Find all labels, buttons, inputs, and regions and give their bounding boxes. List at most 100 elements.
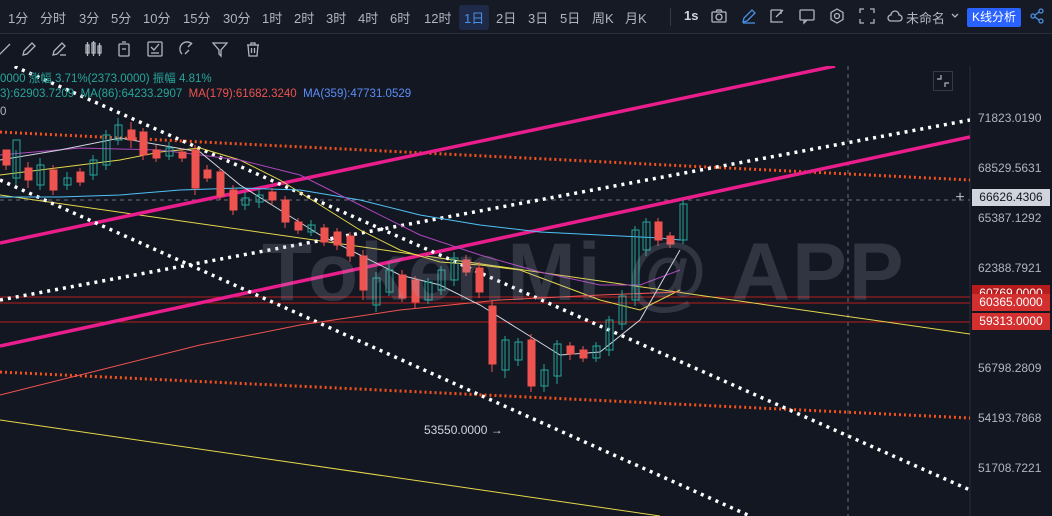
ma-d-value: MA(359):47731.0529 <box>303 88 412 100</box>
white-dotted-trendline-falling-lower <box>0 178 751 516</box>
timeframe-12h[interactable]: 12时 <box>424 11 452 26</box>
candle-body <box>281 199 290 223</box>
candle-body <box>229 189 238 211</box>
ma-legend: 3):62903.7209 MA(86):64233.2907 MA(179):… <box>0 88 411 100</box>
cloud-icon[interactable] <box>886 7 904 25</box>
candle-body <box>165 147 174 157</box>
price-tag-upper: 60365.0000 <box>972 294 1050 311</box>
ruler-icon[interactable] <box>0 40 13 58</box>
candle-body <box>320 227 329 243</box>
collapse-icon[interactable] <box>933 71 953 91</box>
price-axis-label: 56798.2809 <box>978 361 1042 375</box>
timeframe-week[interactable]: 周K <box>592 11 614 26</box>
price-axis-label: 68529.5631 <box>978 161 1042 175</box>
chevron-down-icon[interactable] <box>946 7 959 25</box>
candle-body <box>618 295 627 325</box>
price-axis-label: 51708.7221 <box>978 461 1042 475</box>
share-icon[interactable] <box>1028 7 1046 25</box>
candle-body <box>12 139 21 179</box>
crop-icon[interactable] <box>768 7 786 25</box>
candle-body <box>89 159 98 176</box>
candle-body <box>679 203 688 241</box>
candle-body <box>307 224 316 233</box>
timeframe-3h[interactable]: 3时 <box>326 11 347 26</box>
kline-analysis-button[interactable]: K线分析 <box>967 8 1022 27</box>
brush-icon[interactable] <box>50 40 68 58</box>
magenta-channel-lower <box>0 135 970 348</box>
toolbar-divider <box>670 8 671 26</box>
timeframe-3m[interactable]: 3分 <box>79 11 100 26</box>
pencil-tool-icon[interactable] <box>20 40 38 58</box>
timeframe-toolbar: 1分 分时 3分 5分 10分 15分 30分 1时 2时 3时 4时 6时 1… <box>0 0 1052 34</box>
candles <box>2 118 688 392</box>
candle-body <box>424 281 433 301</box>
candle-body <box>203 169 212 179</box>
note-icon[interactable] <box>146 40 164 58</box>
candle-body <box>566 345 575 355</box>
orange-channel-upper <box>0 130 970 182</box>
yellow-trendline-upper <box>0 194 970 335</box>
pencil-icon[interactable] <box>740 7 758 25</box>
yellow-trendline-lower <box>0 419 661 516</box>
magnet-icon[interactable] <box>178 40 196 58</box>
price-axis-label: 71823.0190 <box>978 111 1042 125</box>
price-axis-label: 54193.7868 <box>978 411 1042 425</box>
ma-a-value: 3):62903.7209 <box>0 88 75 100</box>
candle-body <box>139 131 148 156</box>
candles-icon[interactable] <box>84 40 102 58</box>
layout-name[interactable]: 未命名 <box>906 11 946 26</box>
trash-icon[interactable] <box>244 40 262 58</box>
volume-legend: 0 <box>0 106 7 118</box>
candle-body <box>398 274 407 299</box>
candle-body <box>437 269 446 291</box>
candle-body <box>178 151 187 159</box>
timeframe-5m[interactable]: 5分 <box>111 11 132 26</box>
interval-label[interactable]: 1s <box>684 8 699 23</box>
candle-body <box>642 221 651 251</box>
candle-body <box>527 339 536 387</box>
timeframe-3d[interactable]: 3日 <box>528 11 549 26</box>
camera-icon[interactable] <box>710 7 728 25</box>
fullscreen-icon[interactable] <box>858 7 876 25</box>
timeframe-1m[interactable]: 1分 <box>8 11 29 26</box>
timeframe-month[interactable]: 月K <box>625 11 647 26</box>
filter-icon[interactable] <box>211 40 229 58</box>
timeframe-10m[interactable]: 10分 <box>143 11 171 26</box>
ma-line-b <box>0 187 681 241</box>
price-tag-lower: 59313.0000 <box>972 313 1050 330</box>
candle-body <box>411 279 420 303</box>
timeframe-5d[interactable]: 5日 <box>560 11 581 26</box>
candle-body <box>450 257 459 281</box>
candle-body <box>127 129 136 141</box>
candle-body <box>241 197 250 206</box>
candle-body <box>36 164 45 186</box>
change-legend: 0000 涨幅 3.71%(2373.0000) 振幅 4.81% <box>0 73 212 85</box>
price-axis-label: 65387.1292 <box>978 211 1042 225</box>
timeframe-tick[interactable]: 分时 <box>40 11 67 26</box>
candle-body <box>333 231 342 246</box>
add-alert-button[interactable]: + <box>955 189 965 206</box>
candle-body <box>102 134 111 166</box>
timeframe-4h[interactable]: 4时 <box>358 11 379 26</box>
settings-icon[interactable] <box>828 7 846 25</box>
candle-body <box>462 259 471 273</box>
candle-body <box>191 149 200 189</box>
candle-body <box>666 235 675 245</box>
timeframe-2d[interactable]: 2日 <box>496 11 517 26</box>
timeframe-30m[interactable]: 30分 <box>223 11 251 26</box>
ma-line-c <box>0 291 681 396</box>
watermark: TokenMi @ APP <box>262 227 906 318</box>
timeframe-1h[interactable]: 1时 <box>262 11 283 26</box>
magenta-channel-upper <box>0 66 836 245</box>
candle-body <box>346 235 355 257</box>
timeframe-1d[interactable]: 1日 <box>459 5 490 30</box>
timeframe-15m[interactable]: 15分 <box>183 11 211 26</box>
ma-c-value: MA(179):61682.3240 <box>188 88 297 100</box>
chat-icon[interactable] <box>798 7 816 25</box>
low-price-annotation: 53550.0000 → <box>424 423 503 437</box>
delete-icon[interactable] <box>115 40 133 58</box>
timeframe-6h[interactable]: 6时 <box>390 11 411 26</box>
candle-body <box>359 255 368 291</box>
timeframe-2h[interactable]: 2时 <box>294 11 315 26</box>
